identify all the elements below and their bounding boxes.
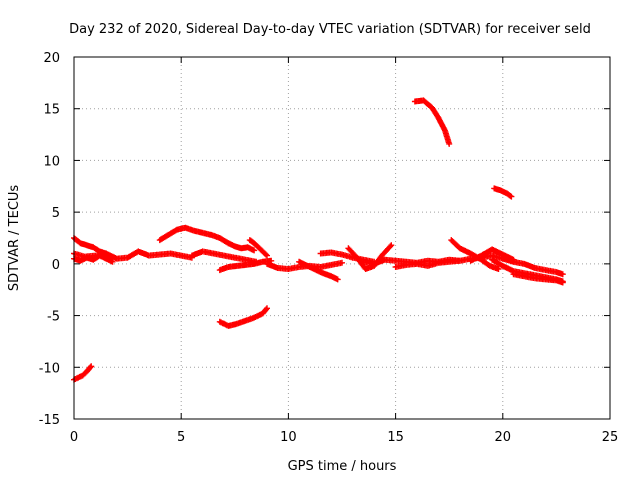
- data-point-track: [510, 271, 566, 286]
- data-point-track: [491, 185, 515, 200]
- data-point-track: [188, 248, 260, 265]
- y-tick-label: -10: [39, 361, 60, 376]
- data-point-track: [156, 224, 232, 247]
- series-s20: [491, 185, 515, 200]
- y-tick-label: -5: [47, 310, 60, 325]
- x-tick-label: 25: [602, 430, 619, 445]
- data-point-track: [246, 237, 270, 259]
- chart-title: Day 232 of 2020, Sidereal Day-to-day VTE…: [69, 22, 591, 37]
- series-s5: [156, 224, 232, 247]
- series-s17: [411, 97, 453, 147]
- series-s23: [510, 271, 566, 286]
- y-tick-label: 20: [43, 51, 60, 66]
- series-s7: [188, 248, 260, 265]
- data-point-track: [216, 305, 270, 329]
- data-point-track: [411, 97, 453, 147]
- y-tick-label: -15: [39, 413, 60, 428]
- y-axis-label: SDTVAR / TECUs: [7, 185, 22, 292]
- series-s22: [499, 254, 566, 278]
- x-tick-label: 20: [495, 430, 512, 445]
- x-tick-label: 5: [177, 430, 185, 445]
- x-tick-label: 15: [387, 430, 404, 445]
- y-tick-label: 15: [43, 103, 60, 118]
- series-s9: [216, 257, 275, 274]
- data-point-track: [216, 257, 275, 274]
- data-point-track: [296, 258, 341, 283]
- x-tick-label: 10: [280, 430, 297, 445]
- y-tick-label: 10: [43, 154, 60, 169]
- series-s8: [216, 305, 270, 329]
- data-point-track: [225, 240, 258, 254]
- plot-frame: [73, 56, 611, 420]
- x-tick-label: 0: [70, 430, 78, 445]
- y-tick-label: 5: [52, 206, 60, 221]
- series-s12: [296, 258, 341, 283]
- data-point-track: [499, 254, 566, 278]
- series-s6: [225, 240, 258, 254]
- series-s10: [246, 237, 270, 259]
- y-tick-label: 0: [52, 258, 60, 273]
- tick-labels: 0 5 10 15 20 25 -15 -10 -5 0 5 10 15 20: [39, 51, 619, 445]
- x-axis-label: GPS time / hours: [288, 459, 397, 474]
